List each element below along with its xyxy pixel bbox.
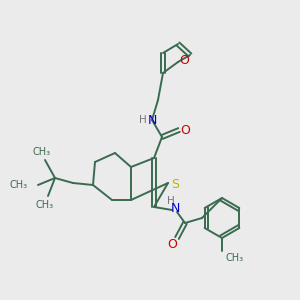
Text: H: H <box>139 115 147 125</box>
Text: CH₃: CH₃ <box>10 180 28 190</box>
Text: O: O <box>179 55 189 68</box>
Text: S: S <box>171 178 179 190</box>
Text: CH₃: CH₃ <box>33 147 51 157</box>
Text: N: N <box>147 113 157 127</box>
Text: O: O <box>167 238 177 250</box>
Text: N: N <box>170 202 180 215</box>
Text: O: O <box>180 124 190 136</box>
Text: H: H <box>167 196 175 206</box>
Text: CH₃: CH₃ <box>225 253 243 263</box>
Text: CH₃: CH₃ <box>36 200 54 210</box>
